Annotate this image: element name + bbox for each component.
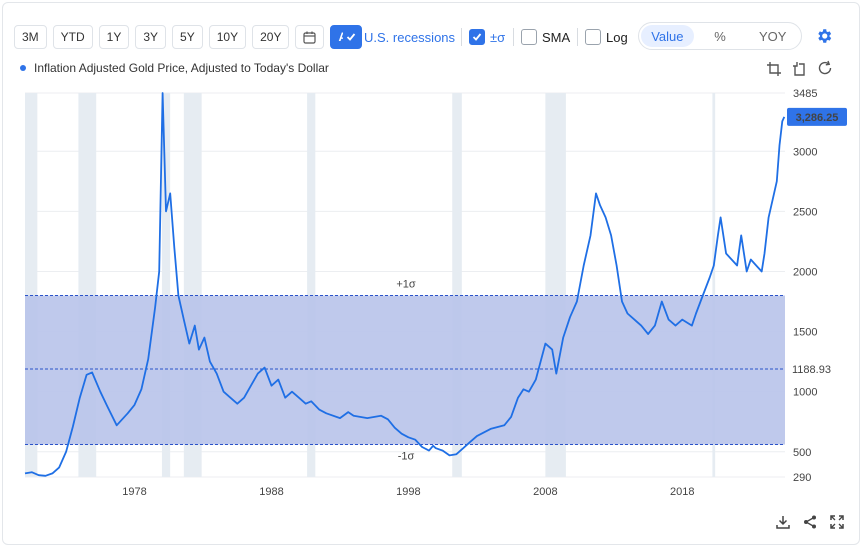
- y-tick-label: 1500: [793, 327, 817, 339]
- chart-legend[interactable]: Inflation Adjusted Gold Price, Adjusted …: [20, 61, 329, 75]
- recessions-label: U.S. recessions: [364, 29, 456, 45]
- log-checkbox[interactable]: [585, 29, 601, 45]
- crop-icon: [767, 62, 781, 76]
- refresh-button[interactable]: [816, 59, 834, 77]
- price-series: [24, 92, 786, 477]
- mean-value-label: 1188.93: [792, 364, 831, 376]
- range-button-ytd[interactable]: YTD: [52, 25, 93, 49]
- sigma-label: ±σ: [490, 29, 506, 45]
- log-toggle[interactable]: Log: [585, 27, 628, 47]
- recession-band: [161, 93, 171, 477]
- last-value-label: 3,286.25: [796, 112, 839, 124]
- range-button-3m[interactable]: 3M: [14, 25, 47, 49]
- range-button-3y[interactable]: 3Y: [135, 25, 167, 49]
- x-tick-label: 1978: [122, 486, 146, 498]
- gear-icon: [818, 29, 832, 43]
- y-tick-label: 290: [793, 472, 811, 484]
- x-tick-label: 1988: [259, 486, 283, 498]
- share-icon: [804, 515, 816, 529]
- axes: 1978 1988 1998 2008 2018 3485 3000 2500 2000 1500…: [122, 88, 847, 498]
- legend-label: Inflation Adjusted Gold Price, Adjusted …: [34, 61, 329, 75]
- fullscreen-icon: [830, 515, 844, 529]
- sma-label: SMA: [542, 29, 571, 45]
- download-button[interactable]: [774, 513, 792, 531]
- legend-marker: [20, 65, 26, 71]
- calendar-button[interactable]: [295, 25, 325, 49]
- recessions-checkbox[interactable]: [343, 29, 359, 45]
- fullscreen-button[interactable]: [828, 513, 846, 531]
- sigma-band-fill: [25, 295, 785, 445]
- check-icon: [346, 33, 356, 41]
- recession-band: [712, 93, 716, 477]
- y-tick-label: 2500: [793, 206, 817, 218]
- view-mode-switch: Value % YOY: [638, 22, 802, 50]
- crop-button[interactable]: [765, 60, 783, 78]
- range-button-5y[interactable]: 5Y: [172, 25, 203, 49]
- view-mode-percent[interactable]: %: [714, 28, 726, 44]
- download-icon: [776, 516, 790, 529]
- y-tick-label: 500: [793, 447, 811, 459]
- crop-alt-icon: [793, 62, 805, 76]
- y-tick-label: 2000: [793, 266, 817, 278]
- range-button-10y[interactable]: 10Y: [208, 25, 247, 49]
- y-tick-label: 3000: [793, 146, 817, 158]
- x-tick-label: 1998: [396, 486, 420, 498]
- x-tick-label: 2018: [670, 486, 694, 498]
- view-mode-value[interactable]: Value: [641, 25, 694, 47]
- lower-sigma-label: -1σ: [398, 451, 415, 463]
- log-label: Log: [606, 29, 628, 45]
- calendar-icon: [303, 31, 317, 44]
- recessions-toggle[interactable]: U.S. recessions: [343, 27, 455, 47]
- upper-sigma-label: +1σ: [396, 279, 416, 291]
- toolbar-divider: [577, 28, 578, 46]
- check-icon: [472, 33, 482, 41]
- toolbar-divider: [461, 28, 462, 46]
- x-tick-label: 2008: [533, 486, 557, 498]
- price-line: [24, 92, 786, 477]
- crop-alt-button[interactable]: [791, 60, 809, 78]
- range-button-20y[interactable]: 20Y: [252, 25, 290, 49]
- toolbar-divider: [513, 28, 514, 46]
- sma-toggle[interactable]: SMA: [521, 27, 570, 47]
- refresh-icon: [818, 60, 832, 75]
- recession-band: [307, 93, 316, 477]
- range-button-1y[interactable]: 1Y: [98, 25, 130, 49]
- sigma-checkbox[interactable]: [469, 29, 485, 45]
- y-tick-label: 3485: [793, 88, 817, 100]
- sigma-toggle[interactable]: ±σ: [469, 27, 505, 47]
- y-tick-label: 1000: [793, 387, 817, 399]
- sigma-band: +1σ -1σ: [25, 279, 785, 463]
- recession-band: [452, 93, 462, 477]
- sma-checkbox[interactable]: [521, 29, 537, 45]
- settings-button[interactable]: [814, 26, 834, 46]
- share-button[interactable]: [801, 513, 819, 531]
- last-value-badge: [787, 107, 847, 126]
- view-mode-yoy[interactable]: YOY: [758, 28, 787, 44]
